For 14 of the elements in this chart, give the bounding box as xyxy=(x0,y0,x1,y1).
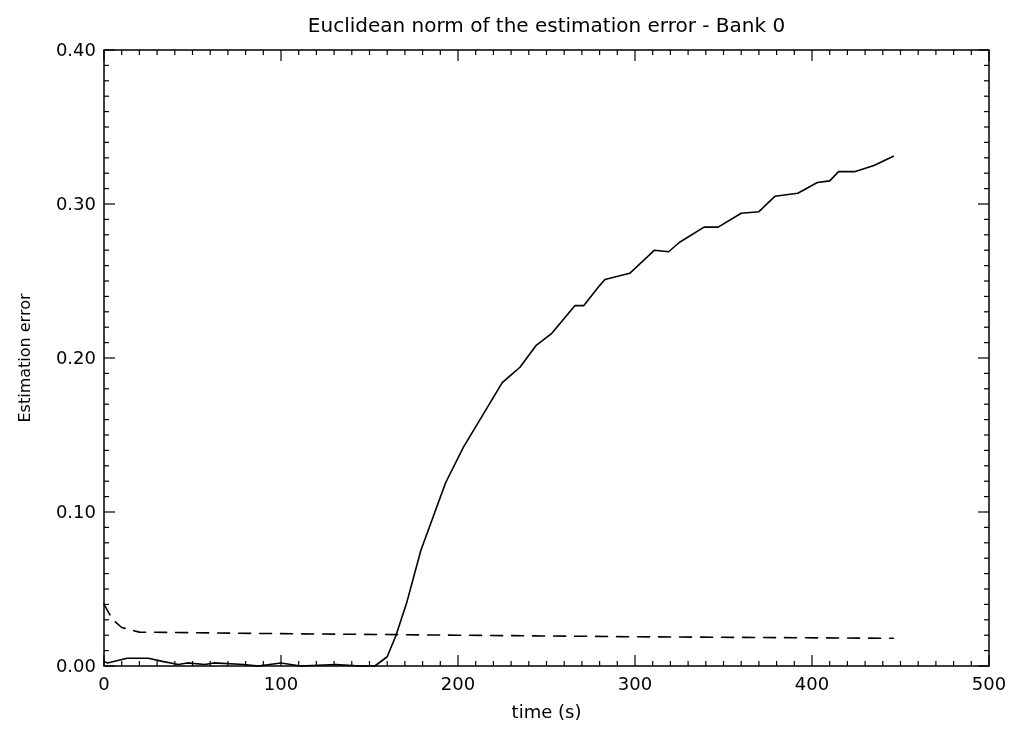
x-tick-label: 500 xyxy=(971,673,1007,694)
x-tick-label: 400 xyxy=(794,673,830,694)
x-tick-label: 300 xyxy=(617,673,653,694)
y-tick-label: 0.40 xyxy=(55,39,96,60)
y-tick-label: 0.10 xyxy=(55,501,96,522)
x-tick-label: 100 xyxy=(263,673,299,694)
chart-title: Euclidean norm of the estimation error - Bank 0 xyxy=(307,13,786,37)
x-tick-label: 0 xyxy=(98,673,110,694)
x-tick-label: 200 xyxy=(440,673,476,694)
y-tick-label: 0.30 xyxy=(55,193,96,214)
y-tick-label: 0.20 xyxy=(55,347,96,368)
y-tick-label: 0.00 xyxy=(55,655,96,676)
x-axis-title: time (s) xyxy=(511,701,582,722)
y-axis-title: Estimation error xyxy=(15,293,34,423)
